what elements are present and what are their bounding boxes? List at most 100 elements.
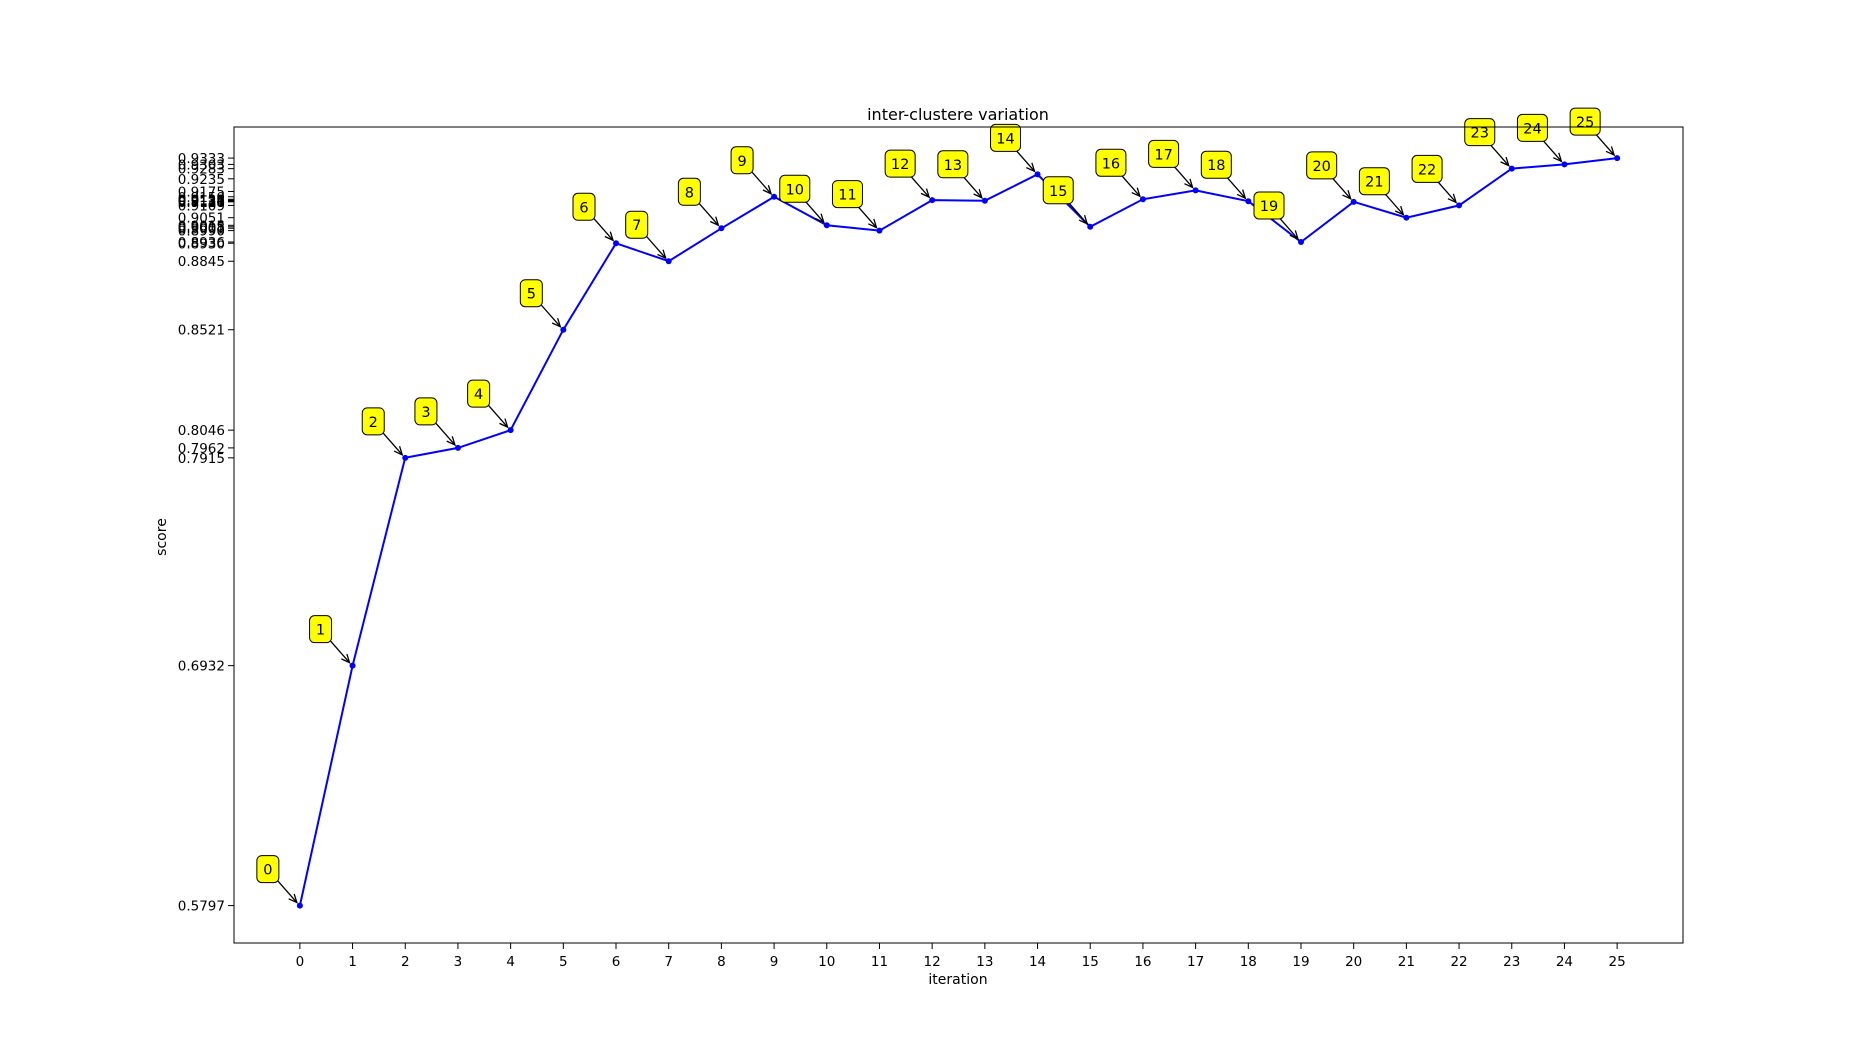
point-annotation: 6 (572, 192, 615, 242)
y-tick-label: 0.8845 (178, 254, 225, 270)
point-annotation: 17 (1148, 139, 1194, 189)
x-tick-label: 21 (1398, 954, 1415, 970)
point-annotation: 15 (1042, 176, 1089, 225)
y-tick-label: 0.9138 (178, 192, 225, 208)
data-point (1087, 223, 1094, 230)
y-tick-label: 0.7915 (178, 451, 225, 467)
annotation-box (519, 279, 543, 308)
annotation-label: 4 (474, 387, 483, 403)
annotation-label: 24 (1523, 121, 1541, 137)
data-point (1192, 187, 1199, 194)
y-tick-label: 0.9150 (178, 190, 225, 206)
y-tick-label: 0.9129 (178, 194, 225, 210)
y-tick-label: 0.9051 (178, 211, 225, 227)
x-tick-label: 10 (818, 954, 835, 970)
point-annotation: 16 (1095, 148, 1141, 198)
annotation-box (779, 174, 811, 203)
y-tick-label: 0.9134 (178, 193, 225, 209)
annotation-arrowhead (1026, 162, 1036, 173)
y-tick-label: 0.9015 (178, 218, 225, 234)
y-tick-label: 0.9303 (178, 157, 225, 173)
annotation-arrowhead (1184, 178, 1194, 189)
data-point (981, 197, 988, 204)
data-point (1245, 198, 1252, 205)
annotation-arrow (696, 200, 719, 226)
data-point (1614, 155, 1621, 162)
ticks-layer: 0 1 2 3 4 5 6 7 8 9 10 11 12 13 14 15 16 17 18 19 20 21 22 23 24… (178, 151, 1626, 970)
y-tick-label: 0.9126 (178, 195, 225, 211)
annotation-label: 18 (1207, 158, 1225, 174)
point-annotation: 3 (414, 397, 456, 447)
x-tick-label: 22 (1450, 954, 1467, 970)
annotation-box (572, 192, 596, 221)
annotation-label: 14 (996, 131, 1014, 147)
x-tick-label: 12 (924, 954, 941, 970)
point-annotation: 18 (1200, 150, 1247, 200)
data-point (507, 427, 514, 434)
annotation-arrowhead (393, 446, 404, 457)
points-layer (296, 155, 1621, 909)
annotation-label: 16 (1102, 156, 1120, 172)
annotation-box (1411, 154, 1443, 183)
annotation-label: 7 (632, 218, 641, 234)
x-tick-label: 5 (559, 954, 568, 970)
annotation-arrowhead (499, 418, 509, 429)
annotation-box (1200, 150, 1232, 179)
data-point (1034, 171, 1041, 178)
annotation-arrowhead (1552, 152, 1563, 163)
annotation-box (1358, 167, 1390, 196)
data-point (718, 225, 725, 232)
annotation-arrowhead (1131, 187, 1141, 198)
annotation-label: 10 (786, 182, 804, 198)
annotation-arrowhead (762, 184, 773, 195)
annotation-box (1095, 148, 1127, 177)
annotation-arrowhead (288, 893, 298, 904)
annotation-arrowhead (815, 213, 825, 224)
x-tick-label: 2 (401, 954, 410, 970)
point-annotation: 22 (1411, 154, 1458, 204)
y-tick-label: 0.8521 (178, 323, 225, 339)
annotation-label: 25 (1576, 115, 1594, 131)
y-tick-label: 0.6932 (178, 659, 225, 675)
chart-title: inter-clustere variation (867, 105, 1049, 124)
annotation-label: 12 (891, 157, 909, 173)
annotation-label: 19 (1260, 199, 1278, 215)
series-line (298, 157, 1618, 906)
point-annotation: 10 (779, 174, 825, 224)
y-tick-label: 0.7962 (178, 441, 225, 457)
data-point (929, 197, 936, 204)
annotation-label: 1 (316, 623, 325, 639)
annotation-arrowhead (973, 188, 983, 199)
annotation-label: 13 (944, 158, 962, 174)
annotation-arrowhead (709, 216, 720, 227)
annotation-label: 22 (1418, 162, 1436, 178)
point-annotation: 13 (937, 150, 983, 199)
y-tick-label: 0.9175 (178, 184, 225, 200)
annotation-arrowhead (1500, 156, 1510, 167)
y-tick-label: 0.8930 (178, 236, 225, 252)
x-tick-label: 9 (770, 954, 779, 970)
data-point (296, 902, 303, 909)
annotation-box (1516, 113, 1548, 142)
annotation-arrowhead (1447, 193, 1458, 204)
point-annotation: 5 (519, 279, 562, 328)
x-tick-label: 0 (296, 954, 305, 970)
annotation-box (625, 210, 649, 239)
y-tick-label: 0.8936 (178, 235, 225, 251)
x-tick-label: 19 (1292, 954, 1309, 970)
annotation-arrowhead (604, 231, 615, 242)
annotation-arrowhead (920, 188, 931, 199)
point-annotation: 2 (361, 407, 404, 457)
x-tick-label: 1 (348, 954, 357, 970)
annotation-box (937, 150, 969, 179)
y-tick-label: 0.9001 (178, 221, 225, 237)
point-annotation: 1 (309, 615, 351, 664)
annotation-arrow (486, 402, 509, 428)
point-annotation: 21 (1358, 167, 1405, 216)
annotation-box (1042, 176, 1074, 205)
annotation-box (831, 180, 863, 209)
x-tick-label: 14 (1029, 954, 1046, 970)
annotation-label: 11 (838, 188, 856, 204)
y-tick-label: 0.5797 (178, 899, 225, 915)
